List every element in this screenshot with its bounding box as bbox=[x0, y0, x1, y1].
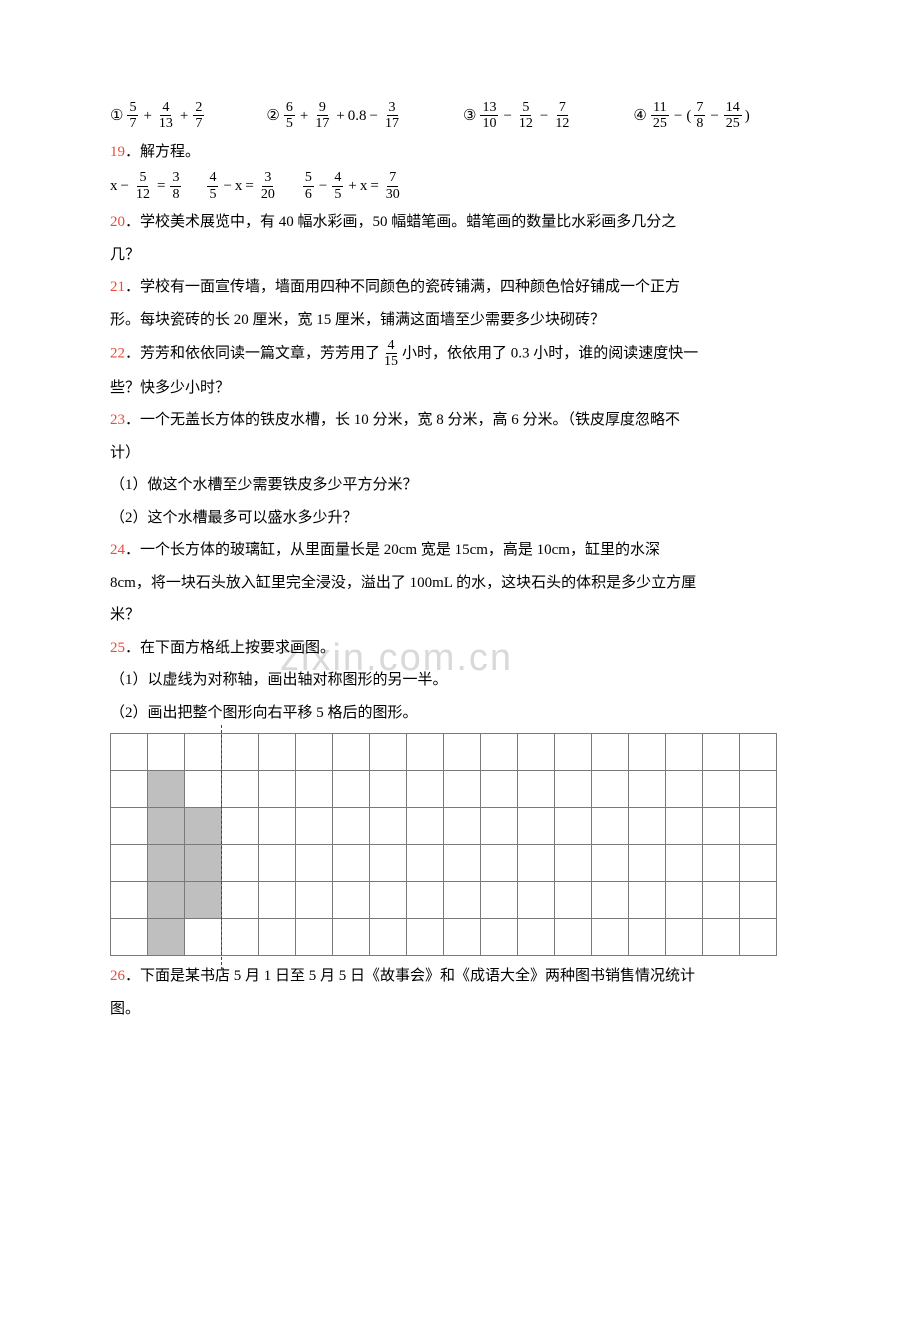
q23-sub2: （2）这个水槽最多可以盛水多少升？ bbox=[110, 504, 810, 533]
q24-num: 24 bbox=[110, 542, 125, 558]
q25-num: 25 bbox=[110, 640, 125, 656]
math-expression: ①57+413+27 bbox=[110, 100, 206, 132]
q23-num: 23 bbox=[110, 412, 125, 428]
q26-line1: ．下面是某书店 5 月 1 日至 5 月 5 日《故事会》和《成语大全》两种图书… bbox=[125, 968, 695, 984]
q24-line2: 8cm，将一块石头放入缸里完全浸没，溢出了 100mL 的水，这块石头的体积是多… bbox=[110, 569, 810, 598]
q21-line2: 形。每块瓷砖的长 20 厘米，宽 15 厘米，铺满这面墙至少需要多少块砌砖？ bbox=[110, 306, 810, 335]
equation: x−512=38 bbox=[110, 170, 183, 202]
q22-post: 小时，依依用了 0.3 小时，谁的阅读速度快一 bbox=[402, 345, 698, 361]
q21-line1: ．学校有一面宣传墙，墙面用四种不同颜色的瓷砖铺满，四种颜色恰好铺成一个正方 bbox=[125, 279, 680, 295]
q23-line2: 计） bbox=[110, 439, 810, 468]
q24-line3: 米？ bbox=[110, 601, 810, 630]
q19-text: ．解方程。 bbox=[125, 144, 200, 160]
q22-frac: 415 bbox=[382, 338, 400, 370]
dashed-axis bbox=[221, 725, 222, 970]
math-expression: ③1310−512−712 bbox=[463, 100, 573, 132]
q26-num: 26 bbox=[110, 968, 125, 984]
question-19: 19．解方程。 bbox=[110, 138, 810, 167]
q20-line2: 几？ bbox=[110, 241, 810, 270]
q20-num: 20 bbox=[110, 214, 125, 230]
q23-line1: ．一个无盖长方体的铁皮水槽，长 10 分米，宽 8 分米，高 6 分米。（铁皮厚… bbox=[125, 412, 680, 428]
question-25: 25．在下面方格纸上按要求画图。 bbox=[110, 634, 810, 663]
question-20: 20．学校美术展览中，有 40 幅水彩画，50 幅蜡笔画。蜡笔画的数量比水彩画多… bbox=[110, 208, 810, 237]
math-expression: ④1125−(78−1425) bbox=[633, 100, 750, 132]
equation: 56−45+x=730 bbox=[301, 170, 404, 202]
grid-figure bbox=[110, 733, 810, 956]
equation: 45−x=320 bbox=[205, 170, 278, 202]
grid-table bbox=[110, 733, 777, 956]
q22-pre: ．芳芳和依依同读一篇文章，芳芳用了 bbox=[125, 345, 380, 361]
expression-row-1: ①57+413+27 ②65+917+0.8−317 ③1310−512−712 ④1… bbox=[110, 100, 810, 132]
q23-sub1: （1）做这个水槽至少需要铁皮多少平方分米？ bbox=[110, 471, 810, 500]
q21-num: 21 bbox=[110, 279, 125, 295]
question-22: 22．芳芳和依依同读一篇文章，芳芳用了415小时，依依用了 0.3 小时，谁的阅… bbox=[110, 338, 810, 370]
q22-line2: 些？快多少小时？ bbox=[110, 374, 810, 403]
question-26: 26．下面是某书店 5 月 1 日至 5 月 5 日《故事会》和《成语大全》两种… bbox=[110, 962, 810, 991]
q22-num: 22 bbox=[110, 345, 125, 361]
equation-row: x−512=38 45−x=320 56−45+x=730 bbox=[110, 170, 810, 202]
q26-line2: 图。 bbox=[110, 995, 810, 1024]
q19-num: 19 bbox=[110, 144, 125, 160]
q25-sub2: （2）画出把整个图形向右平移 5 格后的图形。 bbox=[110, 699, 810, 728]
q25-sub1: （1）以虚线为对称轴，画出轴对称图形的另一半。 bbox=[110, 666, 810, 695]
q25-line1: ．在下面方格纸上按要求画图。 bbox=[125, 640, 335, 656]
q20-line1: ．学校美术展览中，有 40 幅水彩画，50 幅蜡笔画。蜡笔画的数量比水彩画多几分… bbox=[125, 214, 676, 230]
math-expression: ②65+917+0.8−317 bbox=[266, 100, 403, 132]
q24-line1: ．一个长方体的玻璃缸，从里面量长是 20cm 宽是 15cm，高是 10cm，缸… bbox=[125, 542, 660, 558]
question-23: 23．一个无盖长方体的铁皮水槽，长 10 分米，宽 8 分米，高 6 分米。（铁… bbox=[110, 406, 810, 435]
question-21: 21．学校有一面宣传墙，墙面用四种不同颜色的瓷砖铺满，四种颜色恰好铺成一个正方 bbox=[110, 273, 810, 302]
question-24: 24．一个长方体的玻璃缸，从里面量长是 20cm 宽是 15cm，高是 10cm… bbox=[110, 536, 810, 565]
